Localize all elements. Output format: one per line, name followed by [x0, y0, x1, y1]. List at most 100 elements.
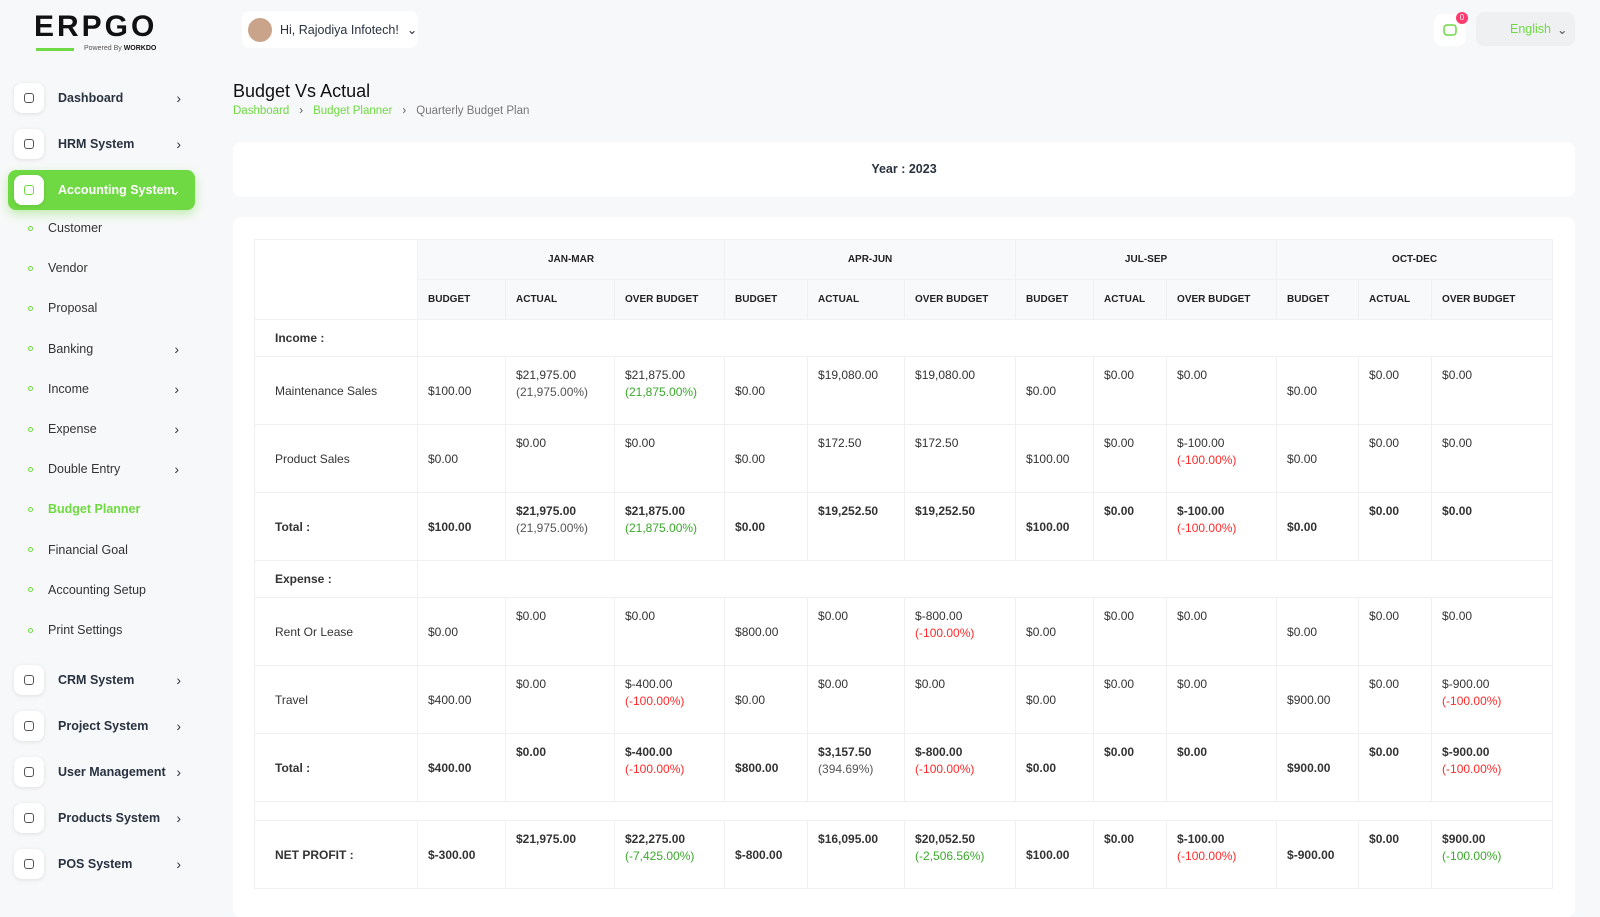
icon-glyph: [24, 859, 34, 870]
cell-block: $0.00: [1104, 503, 1156, 537]
cell-value: $0.00: [1369, 831, 1400, 846]
cell-value: $0.00: [1442, 367, 1473, 382]
row-label: Total :: [254, 492, 418, 561]
language-select[interactable]: English ⌄: [1476, 12, 1575, 46]
cell-value: $0.00: [1177, 676, 1208, 691]
cell-block: $0.00: [1442, 435, 1542, 469]
cell-block: $-900.00 (-100.00%): [1442, 744, 1542, 778]
cell: $-900.00: [1276, 820, 1360, 889]
submenu-item[interactable]: Print Settings: [28, 623, 193, 637]
data-row: Rent Or Lease $0.00 $0.00 $0.00 $800.00 $0.00…: [254, 597, 1554, 666]
cell-value: $19,080.00: [818, 367, 879, 382]
cell-value: $0.00: [1104, 503, 1135, 518]
cell-value: $0.00: [428, 624, 459, 639]
menu-item[interactable]: Products System ›: [8, 798, 195, 838]
cell: $0.00: [1431, 424, 1554, 493]
menu-item[interactable]: POS System ›: [8, 844, 195, 884]
data-row: Maintenance Sales $100.00 $21,975.00 (21,97…: [254, 356, 1554, 425]
cell-block: $0.00: [1104, 608, 1156, 642]
cell-note: (21,975.00%): [516, 520, 589, 535]
section-row: Income :: [254, 319, 1554, 357]
submenu-item[interactable]: Accounting Setup: [28, 583, 193, 597]
cell-value: $0.00: [516, 676, 547, 691]
cell: $0.00: [505, 597, 615, 666]
cell: $0.00: [1276, 597, 1360, 666]
cell: $100.00: [1015, 492, 1095, 561]
cell: $0.00: [807, 597, 906, 666]
cell: $21,875.00 (21,875.00%): [613, 492, 726, 561]
submenu-item[interactable]: Vendor: [28, 261, 193, 275]
submenu-item[interactable]: Customer: [28, 221, 193, 235]
cell: $0.00: [1276, 356, 1360, 425]
cell-block: $21,975.00 (21,975.00%): [516, 503, 604, 537]
cell-block: $21,975.00 (21,975.00%): [516, 367, 604, 401]
cell-block: $0.00: [516, 744, 604, 778]
submenu-dot: [28, 225, 33, 231]
submenu-item[interactable]: Budget Planner: [28, 502, 193, 516]
submenu-item[interactable]: Banking ›: [28, 341, 193, 357]
cell-note: (394.69%): [818, 761, 874, 776]
cell: $100.00: [417, 492, 506, 561]
menu-item[interactable]: User Management ›: [8, 752, 195, 792]
cell: $172.50: [807, 424, 906, 493]
cell-value: $0.00: [735, 383, 766, 398]
cell: $0.00: [1093, 597, 1168, 666]
cell: $900.00: [1276, 733, 1360, 802]
cell-value: $21,875.00: [625, 367, 686, 382]
cell-block: $19,080.00: [915, 367, 1005, 401]
cell-value: $0.00: [625, 435, 656, 450]
cell: $19,080.00: [904, 356, 1017, 425]
menu-icon: [14, 83, 44, 113]
cell: $-100.00 (-100.00%): [1166, 820, 1278, 889]
submenu-label: Double Entry: [48, 462, 121, 477]
submenu-item[interactable]: Expense ›: [28, 421, 193, 437]
menu-item[interactable]: CRM System ›: [8, 660, 195, 700]
cell-block: $-100.00 (-100.00%): [1177, 435, 1266, 469]
cell: $0.00: [724, 492, 809, 561]
menu-icon: [14, 757, 44, 788]
menu-item[interactable]: Dashboard ›: [8, 78, 195, 118]
cell: $0.00: [417, 424, 506, 493]
cell: $0.00: [417, 597, 506, 666]
cell-block: $0.00: [625, 608, 714, 642]
cell-block: $0.00: [1104, 435, 1156, 469]
cell-block: $0.00: [1177, 367, 1266, 401]
menu-item[interactable]: Accounting System ⌄: [8, 170, 195, 210]
submenu-item[interactable]: Financial Goal: [28, 543, 193, 557]
cell-value: $16,095.00: [818, 831, 879, 846]
submenu-label: Accounting Setup: [48, 582, 146, 597]
submenu-arrow: ›: [174, 380, 179, 397]
submenu-dot: [28, 426, 33, 432]
column-header: BUDGET: [1276, 279, 1360, 320]
submenu-dot: [28, 627, 33, 633]
column-header: OVER BUDGET: [613, 279, 726, 320]
breadcrumb-item[interactable]: Budget Planner: [313, 105, 393, 117]
cell: $0.00: [613, 424, 726, 493]
user-menu[interactable]: Hi, Rajodiya Infotech! ⌄: [242, 11, 418, 48]
menu-label: Project System: [58, 719, 149, 734]
icon-glyph: [24, 813, 34, 824]
submenu-item[interactable]: Proposal: [28, 301, 193, 315]
data-row: Travel $400.00 $0.00 $-400.00 (-100.00%) $0.0…: [254, 665, 1554, 734]
cell-value: $0.00: [1104, 831, 1135, 846]
logo[interactable]: ERPGO: [34, 10, 158, 43]
section-title: Income :: [254, 319, 418, 357]
menu-item[interactable]: Project System ›: [8, 706, 195, 746]
icon-glyph: [24, 767, 34, 778]
menu-icon: [14, 849, 44, 880]
cell: $0.00: [807, 665, 906, 734]
menu-icon: [14, 175, 44, 205]
submenu-item[interactable]: Double Entry ›: [28, 461, 193, 477]
submenu-dot: [28, 587, 33, 593]
breadcrumb-item[interactable]: Dashboard: [233, 105, 290, 117]
notifications[interactable]: 0: [1434, 12, 1468, 46]
cell-value: $0.00: [1369, 744, 1400, 759]
submenu-item[interactable]: Income ›: [28, 380, 193, 397]
cell-block: $-100.00 (-100.00%): [1177, 831, 1266, 865]
cell-block: $0.00: [516, 608, 604, 642]
period-header: OCT-DEC: [1276, 239, 1554, 280]
menu-item[interactable]: HRM System ›: [8, 124, 195, 164]
cell-note: (-100.00%): [625, 761, 685, 776]
tagline-text: Powered By: [84, 45, 122, 52]
cell: $100.00: [1015, 820, 1095, 889]
